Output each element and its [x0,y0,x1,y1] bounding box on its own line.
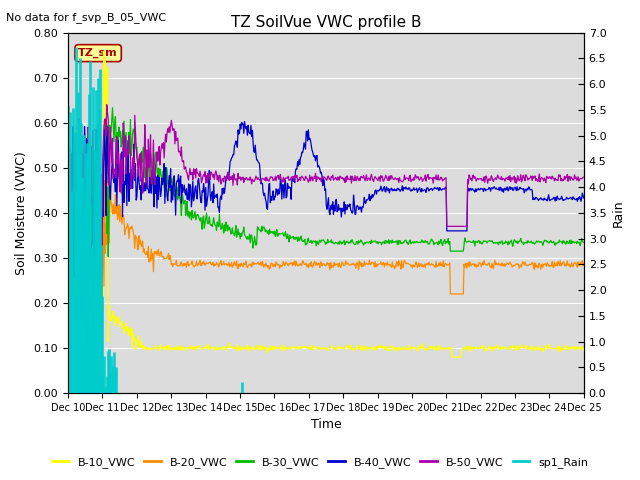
Title: TZ SoilVue VWC profile B: TZ SoilVue VWC profile B [230,15,421,30]
Y-axis label: Rain: Rain [612,199,625,227]
Text: No data for f_svp_B_05_VWC: No data for f_svp_B_05_VWC [6,12,166,23]
X-axis label: Time: Time [310,419,341,432]
Legend: B-10_VWC, B-20_VWC, B-30_VWC, B-40_VWC, B-50_VWC, sp1_Rain: B-10_VWC, B-20_VWC, B-30_VWC, B-40_VWC, … [47,452,593,472]
Text: TZ_sm: TZ_sm [78,48,118,58]
Y-axis label: Soil Moisture (VWC): Soil Moisture (VWC) [15,151,28,275]
